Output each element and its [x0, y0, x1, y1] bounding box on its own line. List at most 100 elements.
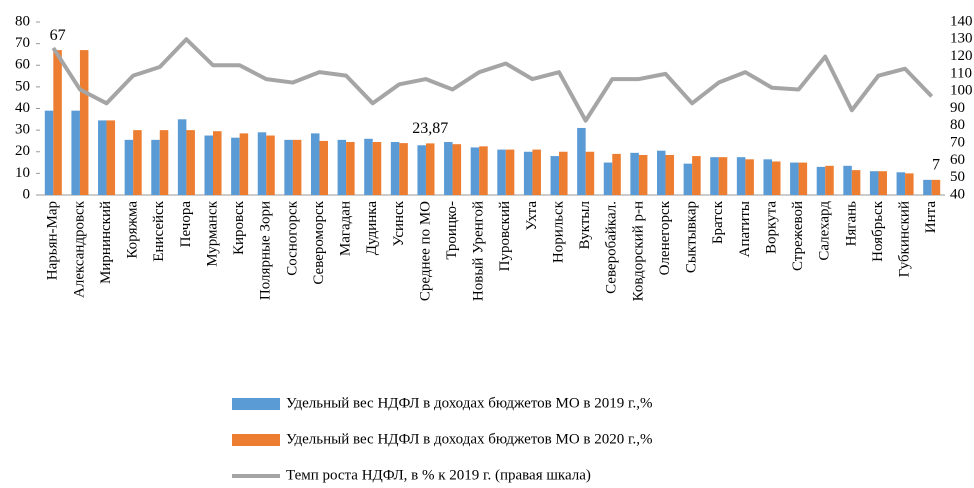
bar	[213, 131, 222, 195]
bar	[692, 156, 701, 195]
bar	[124, 139, 134, 195]
bar	[399, 143, 408, 195]
x-tick-label: Оленегорск	[657, 200, 673, 275]
bar	[523, 151, 533, 195]
bar	[106, 120, 116, 195]
bar	[444, 142, 453, 195]
line	[51, 37, 934, 123]
y-tick-label: 80	[15, 13, 30, 29]
x-tick-label: Троицко-	[444, 201, 460, 260]
bar	[53, 50, 62, 195]
y2-tick-label: 100	[950, 83, 973, 99]
x-tick-label: Апатиты	[737, 201, 753, 257]
x-tick-label: Губкинский	[897, 201, 913, 277]
legend-swatch	[232, 434, 280, 446]
x-tick-label: Нягань	[843, 201, 859, 247]
bar	[239, 133, 249, 195]
bar	[79, 50, 89, 195]
bar	[718, 157, 728, 195]
x-tick-label: Воркута	[763, 201, 779, 254]
y2-tick-label: 120	[950, 48, 973, 64]
bar	[266, 135, 275, 195]
bar	[816, 166, 826, 195]
x-tick-label: Вуктыл	[577, 200, 593, 249]
x-tick-label: Нарьян-Мар	[45, 201, 61, 280]
bar	[372, 142, 382, 195]
x-tick-label: Ноябрьск	[870, 200, 886, 262]
x-tick-label: Сосногорск	[284, 200, 300, 276]
bar	[497, 149, 506, 195]
x-tick-label: Магадан	[338, 201, 354, 256]
bar	[532, 149, 541, 195]
bar	[292, 139, 302, 195]
data-label: 7	[932, 157, 940, 174]
y-tick-label: 30	[15, 122, 30, 138]
x-tick-label: Норильск	[550, 200, 566, 263]
bar	[346, 142, 355, 195]
bar	[133, 130, 142, 195]
bar	[550, 156, 560, 195]
x-tick-label: Салехард	[817, 201, 833, 261]
data-label: 23,87	[412, 120, 448, 137]
bar	[843, 165, 852, 195]
y2-tick-label: 130	[950, 31, 973, 47]
x-tick-label: Печора	[178, 201, 194, 248]
bar	[905, 173, 914, 195]
legend-label: Удельный вес НДФЛ в доходах бюджетов МО …	[286, 395, 652, 411]
y2-tick-label: 50	[950, 169, 965, 185]
bar	[390, 142, 400, 195]
y-tick-label: 60	[15, 57, 30, 73]
bar	[630, 152, 639, 195]
legend-swatch	[232, 398, 280, 410]
bar	[638, 154, 648, 195]
bar	[177, 119, 187, 195]
bar	[710, 157, 719, 195]
y2-tick-label: 40	[950, 186, 965, 202]
bar	[931, 179, 941, 195]
bar	[745, 159, 754, 195]
bar	[505, 149, 515, 195]
bar	[923, 179, 932, 195]
bar	[257, 132, 267, 195]
bar	[470, 147, 480, 195]
bar	[878, 171, 887, 195]
x-tick-label: Кировск	[231, 200, 247, 255]
bar	[790, 162, 799, 195]
x-tick-label: Мурманск	[204, 200, 220, 266]
x-tick-label: Среднее по МО	[417, 201, 433, 301]
bar	[98, 120, 107, 195]
bar	[417, 145, 426, 195]
x-tick-label: Ухта	[524, 201, 540, 231]
x-tick-label: Александровск	[71, 200, 87, 298]
x-tick-label: Сыктывкар	[684, 201, 700, 273]
bar	[585, 151, 595, 195]
x-tick-label: Североморск	[311, 200, 327, 284]
bar	[284, 139, 293, 195]
bar	[771, 161, 781, 195]
y-tick-label: 0	[23, 186, 31, 202]
y-tick-label: 40	[15, 100, 30, 116]
bar	[763, 159, 772, 195]
bar	[896, 172, 906, 195]
y2-tick-label: 80	[950, 117, 965, 133]
y2-tick-label: 90	[950, 100, 965, 116]
bar	[577, 127, 586, 195]
x-tick-label: Братск	[710, 200, 726, 244]
x-tick-label: Северобайкал.	[604, 201, 620, 294]
x-tick-label: Коряжма	[125, 201, 141, 259]
bar	[71, 110, 80, 195]
bar	[186, 130, 195, 195]
legend-label: Темп роста НДФЛ, в % к 2019 г. (правая ш…	[286, 467, 591, 483]
bar	[337, 139, 347, 195]
y2-tick-label: 140	[950, 13, 973, 29]
x-tick-label: Усинск	[391, 200, 407, 246]
bar	[231, 137, 240, 195]
bar	[44, 110, 54, 195]
x-tick-label: Ковдорский р-н	[630, 201, 646, 301]
bar	[612, 153, 621, 195]
x-tick-label: Мирнинский	[98, 201, 114, 284]
bar	[851, 170, 861, 195]
x-tick-label: Полярные Зори	[258, 201, 274, 300]
bar	[656, 150, 666, 195]
bar	[603, 162, 613, 195]
